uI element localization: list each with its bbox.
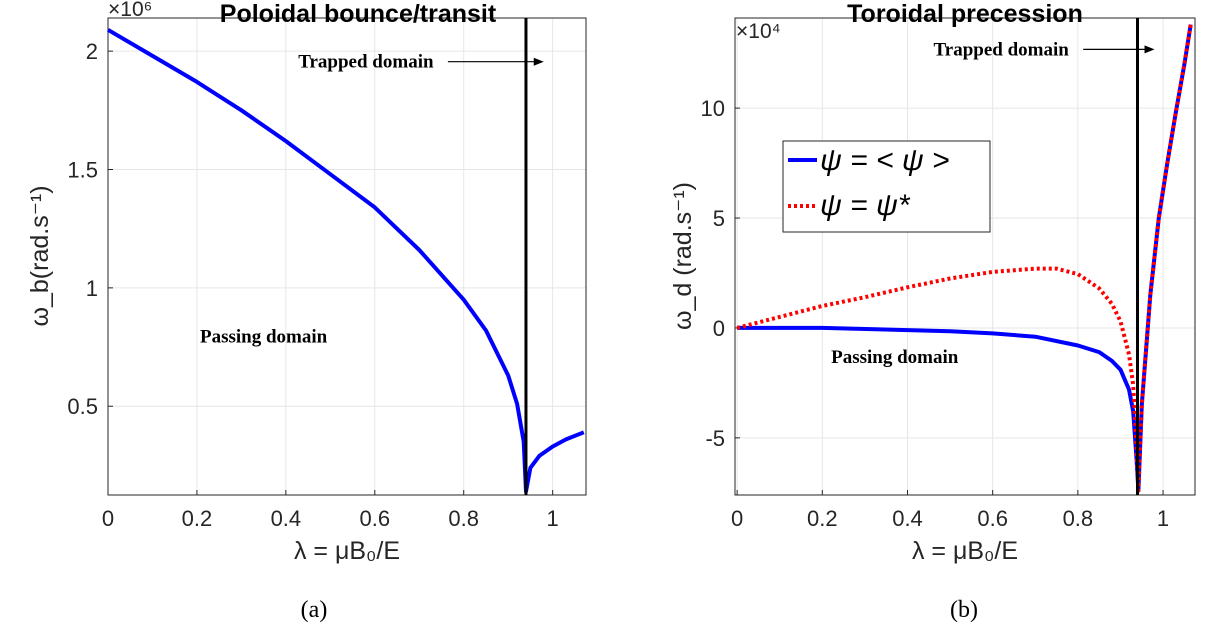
chart-a-annotations: Trapped domain Passing domain — [200, 52, 544, 347]
chart-a-ytick-label: 0.5 — [67, 394, 98, 419]
chart-b-xtick-label: 0.8 — [1063, 506, 1094, 531]
chart-b-xtick-label: 0.2 — [807, 506, 838, 531]
chart-b-exponent: ×10⁴ — [736, 20, 781, 43]
chart-a-ylabel: ω_b(rad.s⁻¹) — [26, 185, 54, 326]
chart-a-ticks: 0 0.2 0.4 0.6 0.8 1 0.5 1 1.5 2 — [67, 39, 558, 531]
chart-b-xlabel: λ = μB₀/E — [912, 537, 1018, 565]
chart-b-series-1-dotted-line — [736, 24, 1193, 493]
chart-a-ytick-label: 2 — [86, 39, 98, 64]
chart-b-grid — [735, 18, 1195, 495]
chart-a-annotation-1: Passing domain — [200, 326, 328, 347]
chart-b: 0 0.2 0.4 0.6 0.8 1 -5 0 5 10 Trapped domain Passi… — [669, 0, 1196, 623]
chart-a-series-0-solid-line — [106, 28, 585, 494]
chart-b-annotation-1: Passing domain — [831, 347, 959, 368]
chart-b-series-group — [736, 24, 1193, 493]
chart-a-xtick-label: 0.6 — [359, 506, 390, 531]
chart-a-exponent: ×10⁶ — [108, 0, 152, 21]
chart-a-xtick-label: 0.4 — [271, 506, 302, 531]
chart-b-annotation-0: Trapped domain — [934, 39, 1070, 60]
chart-a-ytick-label: 1 — [86, 276, 98, 301]
chart-b-series-0-solid-line — [737, 24, 1193, 493]
chart-a-axes-box — [107, 17, 587, 496]
chart-b-xtick-label: 0.6 — [977, 506, 1008, 531]
chart-b-annotations: Trapped domain Passing domain — [831, 39, 1155, 368]
chart-a-grid — [107, 18, 586, 495]
chart-b-title: Toroidal precession — [847, 0, 1083, 28]
chart-a-series-group — [106, 28, 585, 494]
chart-b-xtick-label: 0 — [731, 506, 743, 531]
chart-a-annotation-0: Trapped domain — [298, 52, 434, 73]
legend-box — [782, 140, 991, 233]
chart-b-ytick-label: 10 — [701, 96, 725, 121]
chart-b-ytick-label: 5 — [713, 206, 725, 231]
chart-a-ytick-label: 1.5 — [67, 158, 98, 183]
chart-b-annotation-arrow-icon — [1144, 45, 1155, 54]
chart-b-ytick-label: -5 — [705, 426, 725, 451]
chart-a-xtick-label: 0.2 — [182, 506, 213, 531]
chart-b-caption: (b) — [950, 597, 978, 623]
chart-a-annotation-arrow-icon — [533, 57, 544, 66]
chart-b-axes-box — [734, 17, 1196, 496]
legend-label-mean: ψ = < ψ > — [820, 144, 950, 177]
chart-a-title: Poloidal bounce/transit — [220, 0, 497, 28]
chart-a-xtick-label: 1 — [547, 506, 559, 531]
chart-b-xtick-label: 0.4 — [892, 506, 923, 531]
chart-b-ticks: 0 0.2 0.4 0.6 0.8 1 -5 0 5 10 — [701, 96, 1170, 531]
chart-a-caption: (a) — [301, 597, 328, 623]
chart-a-xlabel: λ = μB₀/E — [294, 537, 400, 565]
chart-b-ylabel: ω_d (rad.s⁻¹) — [669, 182, 697, 330]
chart-a-xtick-label: 0.8 — [448, 506, 479, 531]
chart-a: 0 0.2 0.4 0.6 0.8 1 0.5 1 1.5 2 Trapped domain Pas… — [26, 0, 587, 623]
chart-b-legend: ψ = < ψ > ψ = ψ* — [782, 140, 991, 233]
legend-label-star: ψ = ψ* — [820, 189, 911, 222]
chart-b-ytick-label: 0 — [713, 316, 725, 341]
chart-a-xtick-label: 0 — [102, 506, 114, 531]
chart-b-xtick-label: 1 — [1157, 506, 1169, 531]
